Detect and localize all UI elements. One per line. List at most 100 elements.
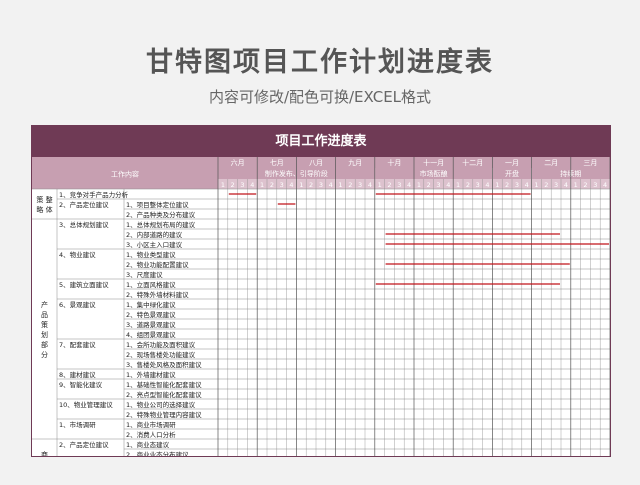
category-label: 策 整 xyxy=(36,195,52,204)
row-subtask: 2、产品定位建议 xyxy=(59,440,109,449)
month-label: 九月 xyxy=(348,158,362,167)
category-label: 商 xyxy=(41,450,48,456)
row-subtask: 4、物业建议 xyxy=(59,250,96,259)
week-label: 1 xyxy=(221,181,225,189)
row-item: 1、总体规划布局的建议 xyxy=(126,220,196,229)
week-label: 3 xyxy=(240,181,244,189)
row-item: 2、特殊物业管理内容建议 xyxy=(126,410,202,419)
week-label: 2 xyxy=(309,181,313,189)
month-label: 八月 xyxy=(309,159,323,167)
week-label: 3 xyxy=(319,181,323,189)
week-label: 4 xyxy=(407,181,411,189)
row-subtask: 10、物业管理建议 xyxy=(59,400,113,409)
week-label: 4 xyxy=(250,181,254,189)
week-label: 4 xyxy=(564,181,568,189)
row-subtask: 9、智能化建议 xyxy=(59,380,103,389)
week-label: 3 xyxy=(397,181,401,189)
week-label: 3 xyxy=(436,181,440,189)
row-item: 3、小区主入口建议 xyxy=(126,240,183,249)
header-band xyxy=(32,157,610,179)
month-label: 六月 xyxy=(231,158,245,167)
month-label: 七月 xyxy=(270,158,284,167)
category-label: 产 xyxy=(41,300,48,309)
row-item: 1、物业类型建议 xyxy=(126,250,176,259)
week-label: 1 xyxy=(574,181,578,189)
row-subtask: 3、总体规划建议 xyxy=(59,220,109,229)
week-label: 4 xyxy=(485,181,489,189)
month-label: 二月 xyxy=(544,159,558,167)
month-label: 十月 xyxy=(387,158,401,167)
row-item: 2、商业业态分布建议 xyxy=(126,450,189,456)
phase-label: 市场酝酿 xyxy=(420,169,448,178)
week-label: 1 xyxy=(378,181,382,189)
sheet-banner: 项目工作进度表 xyxy=(32,126,610,157)
week-label: 4 xyxy=(525,181,529,189)
row-subtask: 1、市场调研 xyxy=(59,420,96,429)
week-label: 2 xyxy=(427,181,431,189)
row-item: 1、会所功能及面积建议 xyxy=(126,340,196,349)
row-item: 1、商业态建议 xyxy=(126,440,170,449)
row-item: 1、外墙建材建议 xyxy=(126,370,176,379)
week-label: 3 xyxy=(358,181,362,189)
gantt-sheet: 项目工作进度表 工作内容 六月 七月 八月 九月 十月 十一月 十二月 一月 二月 三月 制作发布、引… xyxy=(31,125,611,457)
week-label: 1 xyxy=(456,181,460,189)
week-label: 3 xyxy=(476,181,480,189)
week-label: 1 xyxy=(534,181,538,189)
row-item: 2、物业功能配置建议 xyxy=(126,260,189,269)
row-subtask: 1、竞争对手产品力分析 xyxy=(59,190,129,199)
row-item: 2、亮点型智能化配套建议 xyxy=(126,390,202,399)
row-item: 3、尺度建议 xyxy=(126,270,163,279)
week-label: 2 xyxy=(348,181,352,189)
category-label: 部 xyxy=(41,340,48,349)
month-label: 一月 xyxy=(505,159,519,167)
row-item: 2、消费人口分析 xyxy=(126,430,176,439)
row-subtask: 5、建筑立面建议 xyxy=(59,280,109,289)
row-item: 3、售楼处风格及面积建议 xyxy=(126,360,202,369)
row-subtask: 8、建材建议 xyxy=(59,370,96,379)
week-row-left xyxy=(32,179,218,189)
week-label: 1 xyxy=(299,181,303,189)
row-item: 2、产品种类及分布建议 xyxy=(126,210,196,219)
work-content-header: 工作内容 xyxy=(111,170,139,179)
week-label: 4 xyxy=(289,181,293,189)
category-label: 品 xyxy=(41,311,48,319)
row-item: 3、道路景观建议 xyxy=(126,320,176,329)
week-label: 1 xyxy=(260,181,264,189)
week-label: 4 xyxy=(368,181,372,189)
row-item: 2、现场售楼处功能建议 xyxy=(126,350,196,359)
row-item: 1、立面风格建议 xyxy=(126,280,176,289)
week-label: 3 xyxy=(554,181,558,189)
page-title: 甘特图项目工作计划进度表 xyxy=(146,47,494,78)
week-label: 3 xyxy=(515,181,519,189)
row-item: 2、内部道路的建议 xyxy=(126,230,183,239)
week-label: 3 xyxy=(280,181,284,189)
week-label: 2 xyxy=(387,181,391,189)
row-item: 1、集中绿化建议 xyxy=(126,300,176,309)
month-label: 十一月 xyxy=(423,158,444,167)
category-label: 略 体 xyxy=(36,205,52,214)
row-subtask: 6、景观建议 xyxy=(59,300,96,309)
week-label: 1 xyxy=(338,181,342,189)
week-label: 4 xyxy=(446,181,450,189)
category-label: 分 xyxy=(41,350,48,359)
month-label: 三月 xyxy=(583,159,597,167)
row-item: 1、项目整体定位建议 xyxy=(126,200,189,209)
row-item: 1、基础性智能化配套建议 xyxy=(126,380,202,389)
week-label: 4 xyxy=(329,181,333,189)
gantt-grid: 工作内容六月 七月 八月 九月 十月 十一月 十二月 一月 二月 三月制作发布、引导阶段 市场酝酿开… xyxy=(32,157,610,456)
week-label: 3 xyxy=(593,181,597,189)
week-label: 2 xyxy=(544,181,548,189)
row-item: 1、商业市场调研 xyxy=(126,420,176,429)
week-label: 2 xyxy=(231,181,235,189)
week-label: 4 xyxy=(603,181,607,189)
month-label: 十二月 xyxy=(462,158,483,167)
week-label: 2 xyxy=(505,181,509,189)
week-label: 1 xyxy=(417,181,421,189)
week-label: 1 xyxy=(495,181,499,189)
category-label: 划 xyxy=(41,330,48,339)
category-label: 策 xyxy=(41,320,48,329)
week-label: 2 xyxy=(583,181,587,189)
row-item: 1、物业公司的选择建议 xyxy=(126,400,196,409)
row-item: 2、特殊外墙材料建议 xyxy=(126,290,189,299)
week-label: 2 xyxy=(466,181,470,189)
